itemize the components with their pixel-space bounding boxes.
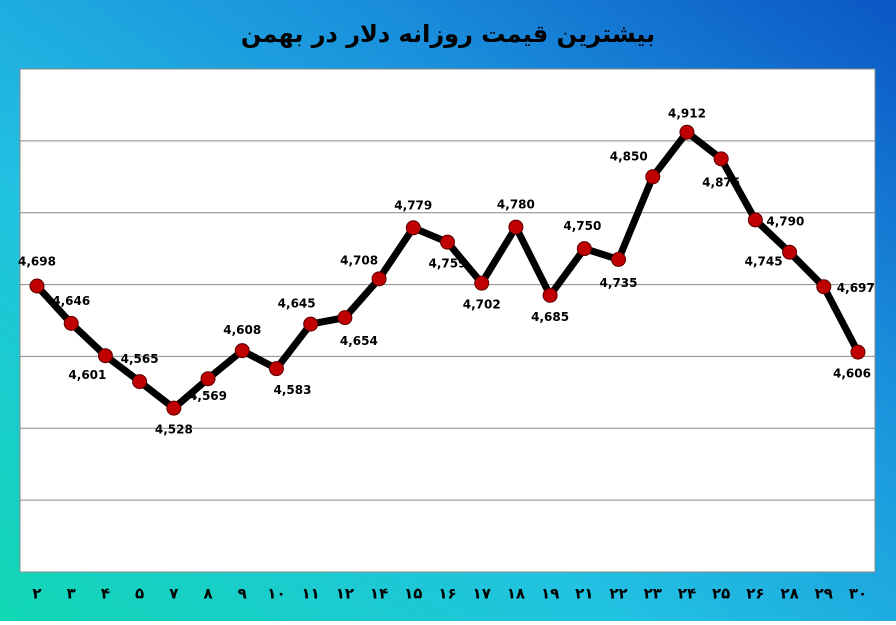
- data-point: [268, 361, 284, 377]
- data-label: 4,745: [745, 255, 783, 269]
- x-tick-label: ۱۵: [404, 585, 422, 603]
- x-tick-label: ۲۵: [712, 585, 730, 603]
- data-label: 4,875: [702, 175, 740, 189]
- data-label: 4,698: [18, 255, 56, 269]
- x-tick-label: ۲۹: [815, 585, 833, 603]
- x-tick-label: ۳: [67, 585, 76, 603]
- data-label: 4,697: [837, 281, 875, 295]
- x-tick-label: ۵: [135, 585, 144, 603]
- data-label: 4,850: [610, 149, 648, 163]
- data-point: [132, 374, 148, 390]
- data-point: [508, 219, 524, 235]
- data-point: [29, 278, 45, 294]
- data-point: [850, 344, 866, 360]
- data-label: 4,912: [668, 107, 706, 121]
- data-label: 4,606: [833, 367, 871, 381]
- x-tick-label: ۳۰: [849, 585, 867, 603]
- data-label: 4,759: [429, 257, 467, 271]
- data-point: [611, 251, 627, 267]
- x-tick-label: ۸: [203, 585, 212, 603]
- data-label: 4,583: [273, 383, 311, 397]
- x-tick-label: ۱۸: [507, 585, 525, 603]
- data-label: 4,780: [497, 198, 535, 212]
- data-label: 4,708: [340, 253, 378, 267]
- data-label: 4,685: [531, 310, 569, 324]
- data-point: [782, 244, 798, 260]
- x-tick-label: ۲۲: [609, 585, 627, 603]
- x-tick-label: ۲۴: [678, 585, 696, 603]
- data-point: [405, 220, 421, 236]
- data-label: 4,608: [223, 323, 261, 337]
- x-tick-label: ۷: [169, 585, 178, 603]
- x-tick-label: ۱۱: [302, 585, 320, 603]
- x-tick-label: ۲۳: [644, 585, 662, 603]
- x-tick-label: ۱۰: [267, 585, 285, 603]
- x-tick-label: ۲۶: [746, 585, 764, 603]
- chart-title: بیشترین قیمت روزانه دلار در بهمن: [241, 20, 655, 48]
- data-point: [97, 348, 113, 364]
- data-label: 4,790: [766, 214, 804, 228]
- data-point: [679, 124, 695, 140]
- data-point: [166, 400, 182, 416]
- x-tick-label: ۹: [238, 585, 247, 603]
- data-label: 4,750: [563, 219, 601, 233]
- data-label: 4,528: [155, 423, 193, 437]
- data-label: 4,646: [52, 294, 90, 308]
- data-point: [713, 151, 729, 167]
- data-label: 4,779: [394, 198, 432, 212]
- x-tick-label: ۲۸: [780, 585, 798, 603]
- data-point: [474, 275, 490, 291]
- data-point: [542, 287, 558, 303]
- data-point: [816, 279, 832, 295]
- data-point: [200, 371, 216, 387]
- data-label: 4,702: [463, 298, 501, 312]
- x-tick-label: ۱۶: [438, 585, 456, 603]
- data-point: [747, 212, 763, 228]
- data-point: [576, 241, 592, 257]
- data-point: [645, 169, 661, 185]
- data-label: 4,735: [600, 276, 638, 290]
- x-tick-label: ۱۷: [473, 585, 491, 603]
- x-tick-label: ۱۹: [541, 585, 559, 603]
- plot-area: [19, 68, 876, 573]
- data-label: 4,565: [121, 352, 159, 366]
- data-label: 4,645: [278, 297, 316, 311]
- data-point: [234, 343, 250, 359]
- x-tick-label: ۴: [101, 585, 110, 603]
- data-point: [63, 315, 79, 331]
- x-tick-label: ۱۲: [336, 585, 354, 603]
- x-tick-label: ۲: [32, 585, 41, 603]
- data-point: [440, 234, 455, 250]
- x-tick-label: ۱۴: [370, 585, 388, 603]
- data-label: 4,654: [340, 334, 378, 348]
- data-point: [303, 316, 319, 332]
- data-point: [337, 310, 353, 326]
- x-tick-label: ۲۱: [575, 585, 593, 603]
- data-label: 4,569: [189, 389, 227, 403]
- data-label: 4,601: [68, 368, 106, 382]
- data-point: [371, 271, 387, 287]
